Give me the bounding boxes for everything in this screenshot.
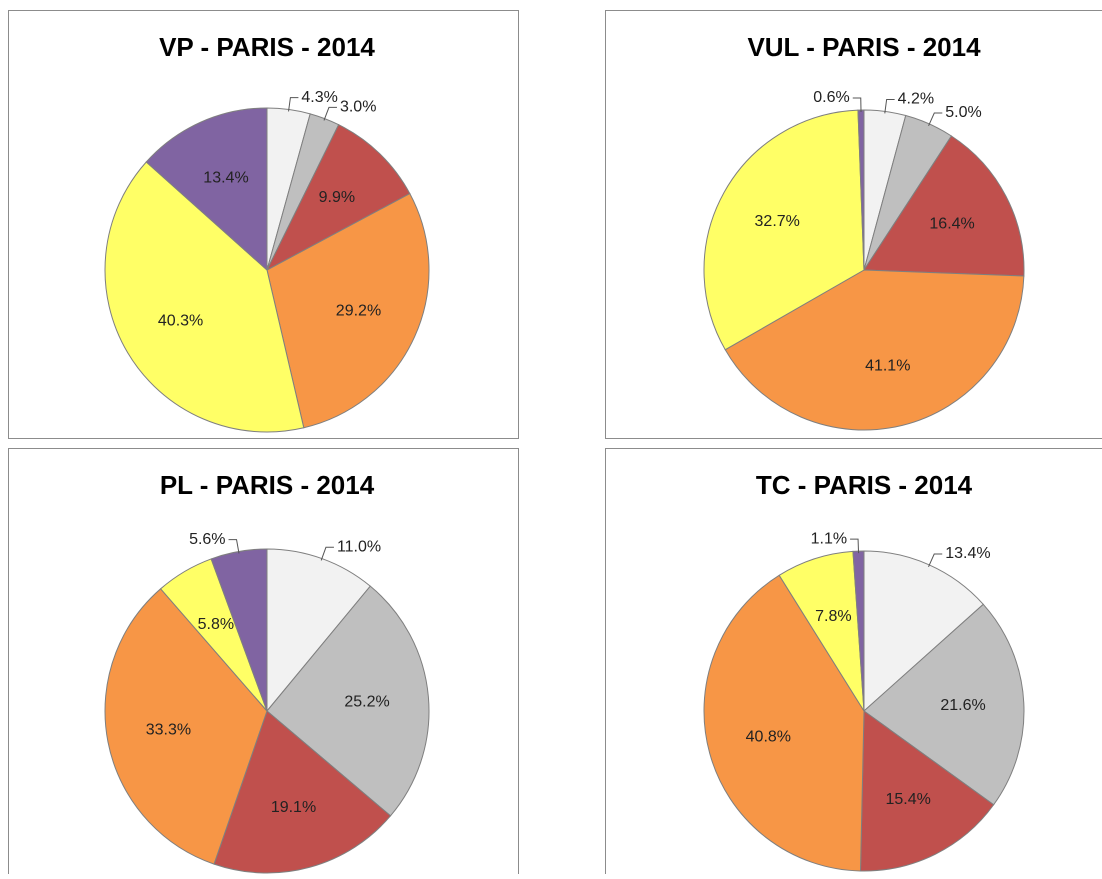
chart-title: VUL - PARIS - 2014	[747, 32, 981, 62]
data-label: 9.9%	[319, 189, 355, 206]
data-label: 11.0%	[337, 539, 381, 556]
data-label: 1.1%	[811, 530, 847, 547]
data-label: 5.0%	[945, 104, 981, 121]
data-label: 4.2%	[898, 91, 934, 108]
data-label: 0.6%	[813, 89, 849, 106]
data-label: 19.1%	[271, 799, 316, 816]
data-label: 25.2%	[344, 693, 389, 710]
data-label: 13.4%	[203, 170, 248, 187]
chart-title: VP - PARIS - 2014	[159, 32, 375, 62]
data-label: 32.7%	[755, 213, 800, 230]
data-label: 3.0%	[340, 99, 376, 116]
data-label: 7.8%	[815, 608, 851, 625]
data-label: 13.4%	[945, 545, 990, 562]
data-label: 4.3%	[301, 89, 337, 106]
data-label: 40.3%	[158, 312, 203, 329]
chart-title: PL - PARIS - 2014	[160, 470, 375, 500]
chart-title: TC - PARIS - 2014	[756, 470, 973, 500]
data-label: 40.8%	[746, 729, 791, 746]
data-label: 5.6%	[189, 531, 225, 548]
data-label: 5.8%	[198, 616, 234, 633]
data-label: 16.4%	[929, 216, 974, 233]
data-label: 29.2%	[336, 303, 381, 320]
data-label: 21.6%	[940, 697, 985, 714]
data-label: 41.1%	[865, 358, 910, 375]
data-label: 15.4%	[885, 791, 930, 808]
data-label: 33.3%	[146, 721, 191, 738]
